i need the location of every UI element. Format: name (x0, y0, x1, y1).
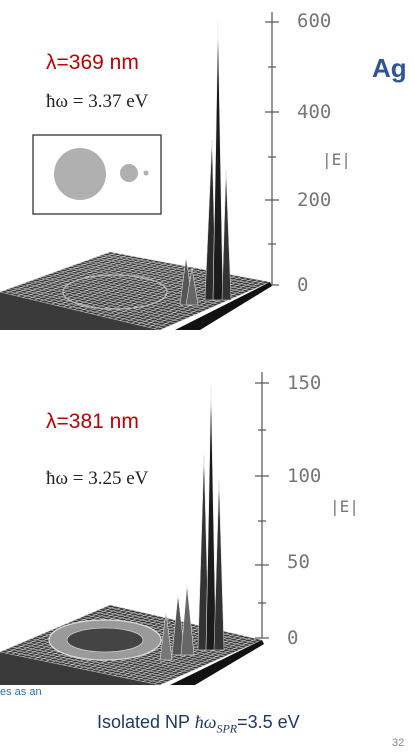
bottom-tick-150: 150 (287, 372, 322, 394)
caption-suffix: =3.5 eV (237, 712, 300, 732)
caption-subscript: SPR (216, 721, 238, 736)
top-z-axis-label: |E| (322, 150, 351, 169)
material-label: Ag (372, 53, 407, 83)
grid-line (159, 281, 271, 331)
top-tick-0: 0 (297, 274, 309, 296)
bottom-surface-plot (0, 384, 264, 686)
top-energy-label: ħω = 3.37 eV (46, 91, 149, 112)
bottom-z-axis (255, 372, 269, 639)
grid-line (85, 267, 196, 313)
grid-line (70, 265, 231, 300)
caption-prefix: Isolated NP (97, 712, 195, 732)
grid-line (142, 278, 253, 327)
top-wavelength-label: λ=369 nm (46, 51, 139, 74)
grid-line (79, 266, 191, 312)
page-number: 32 (392, 737, 405, 749)
grid-line (142, 635, 246, 682)
bottom-tick-0: 0 (287, 627, 299, 649)
grid-line (98, 255, 259, 288)
bottom-z-axis-label: |E| (330, 497, 359, 516)
grid-line (108, 272, 219, 319)
caption: Isolated NP ħωSPR=3.5 eV (97, 712, 300, 737)
grid-line (91, 268, 202, 314)
grid-line (109, 251, 271, 283)
grid-line (102, 254, 263, 286)
top-tick-200: 200 (297, 189, 332, 211)
grid-line (159, 639, 263, 686)
footnote-fragment: es as an (0, 686, 42, 698)
bottom-tick-100: 100 (287, 465, 322, 487)
bottom-tick-50: 50 (287, 551, 310, 573)
bottom-energy-label: ħω = 3.25 eV (46, 468, 149, 489)
top-surface-plot (0, 21, 272, 331)
grid-line (66, 267, 227, 302)
top-tick-400: 400 (297, 101, 332, 123)
top-z-axis (265, 12, 279, 286)
grid-line (148, 637, 252, 683)
grid-line (148, 279, 259, 328)
grid-line (106, 606, 259, 642)
grid-line (154, 638, 257, 685)
bottom-wavelength-label: λ=381 nm (46, 410, 139, 433)
top-tick-600: 600 (297, 10, 332, 32)
caption-symbol: ħω (194, 712, 217, 732)
grid-line (154, 280, 265, 329)
particles-inset (32, 134, 162, 215)
